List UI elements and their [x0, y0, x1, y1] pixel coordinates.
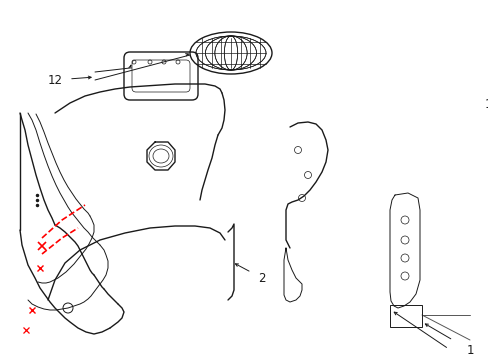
- Text: 12: 12: [47, 73, 62, 86]
- Text: 2: 2: [258, 271, 265, 284]
- Bar: [389, 305, 421, 327]
- Text: 1: 1: [465, 343, 473, 356]
- Text: 11: 11: [484, 99, 488, 112]
